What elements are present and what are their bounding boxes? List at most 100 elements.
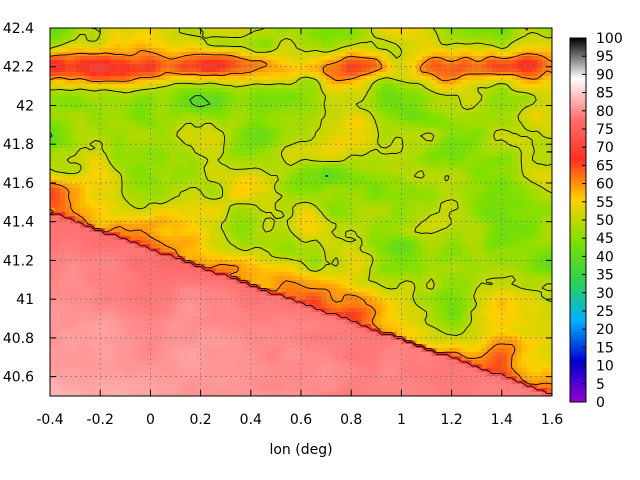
heatmap-cell <box>461 144 468 149</box>
heatmap-cell <box>70 168 76 173</box>
heatmap-cell <box>426 128 433 133</box>
heatmap-cell <box>175 192 182 197</box>
heatmap-cell <box>190 60 197 65</box>
heatmap-cell <box>436 176 443 181</box>
heatmap-cell <box>220 192 227 197</box>
heatmap-cell <box>471 56 478 61</box>
heatmap-cell <box>431 132 438 137</box>
heatmap-cell <box>200 168 207 173</box>
heatmap-cell <box>85 184 91 189</box>
heatmap-cell <box>336 32 342 37</box>
heatmap-cell <box>145 48 151 53</box>
heatmap-cell <box>541 52 548 57</box>
heatmap-cell <box>541 144 548 149</box>
heatmap-cell <box>245 128 252 133</box>
heatmap-cell <box>541 188 548 193</box>
heatmap-cell <box>85 136 91 141</box>
heatmap-cell <box>90 96 96 101</box>
heatmap-cell <box>416 184 423 189</box>
heatmap-cell <box>160 32 167 37</box>
heatmap-cell <box>321 64 327 69</box>
heatmap-cell <box>215 212 222 217</box>
heatmap-cell <box>180 188 187 193</box>
heatmap-cell <box>150 188 157 193</box>
heatmap-cell <box>95 108 101 113</box>
heatmap-cell <box>50 156 56 161</box>
heatmap-cell <box>481 220 488 225</box>
heatmap-cell <box>536 92 543 97</box>
heatmap-cell <box>170 44 177 49</box>
heatmap-cell <box>356 204 362 209</box>
heatmap-cell <box>80 148 86 153</box>
heatmap-cell <box>451 120 458 125</box>
heatmap-cell <box>461 156 468 161</box>
heatmap-cell <box>376 64 382 69</box>
heatmap-cell <box>120 216 126 221</box>
heatmap-cell <box>431 64 438 69</box>
heatmap-cell <box>250 140 257 145</box>
heatmap-cell <box>501 108 508 113</box>
heatmap-cell <box>311 28 317 33</box>
heatmap-cell <box>336 88 342 93</box>
heatmap-cell <box>526 160 533 165</box>
heatmap-cell <box>55 156 61 161</box>
heatmap-cell <box>411 64 418 69</box>
heatmap-cell <box>185 100 192 105</box>
heatmap-cell <box>401 136 408 141</box>
heatmap-cell <box>311 116 317 121</box>
heatmap-cell <box>115 144 121 149</box>
heatmap-cell <box>80 152 86 157</box>
heatmap-cell <box>70 120 76 125</box>
heatmap-cell <box>381 64 387 69</box>
heatmap-cell <box>255 148 262 153</box>
heatmap-cell <box>541 132 548 137</box>
heatmap-cell <box>90 200 96 205</box>
heatmap-cell <box>180 180 187 185</box>
heatmap-cell <box>321 40 327 45</box>
heatmap-cell <box>451 84 458 89</box>
heatmap-cell <box>105 180 111 185</box>
heatmap-cell <box>130 40 136 45</box>
heatmap-cell <box>85 168 91 173</box>
heatmap-cell <box>65 60 71 65</box>
heatmap-cell <box>135 168 141 173</box>
heatmap-cell <box>501 120 508 125</box>
heatmap-cell <box>416 40 423 45</box>
heatmap-cell <box>476 68 483 73</box>
heatmap-cell <box>200 132 207 137</box>
heatmap-cell <box>230 152 237 157</box>
heatmap-cell <box>341 148 347 153</box>
heatmap-cell <box>406 160 413 165</box>
heatmap-cell <box>326 116 332 121</box>
heatmap-cell <box>220 168 227 173</box>
heatmap-cell <box>431 152 438 157</box>
heatmap-cell <box>411 112 418 117</box>
heatmap-cell <box>250 32 257 37</box>
heatmap-cell <box>60 36 66 41</box>
heatmap-cell <box>516 72 523 77</box>
heatmap-cell <box>336 148 342 153</box>
heatmap-cell <box>170 48 177 53</box>
heatmap-cell <box>391 132 397 137</box>
heatmap-cell <box>326 80 332 85</box>
heatmap-cell <box>306 168 312 173</box>
heatmap-cell <box>471 40 478 45</box>
heatmap-cell <box>351 100 357 105</box>
heatmap-cell <box>175 168 182 173</box>
heatmap-cell <box>280 112 287 117</box>
heatmap-cell <box>155 208 162 213</box>
heatmap-cell <box>496 176 503 181</box>
heatmap-cell <box>185 148 192 153</box>
heatmap-cell <box>496 36 503 41</box>
heatmap-cell <box>240 72 247 77</box>
heatmap-cell <box>516 100 523 105</box>
heatmap-cell <box>140 72 146 77</box>
heatmap-cell <box>436 28 443 33</box>
heatmap-cell <box>235 140 242 145</box>
heatmap-cell <box>105 104 111 109</box>
heatmap-cell <box>321 200 327 205</box>
heatmap-cell <box>165 76 172 81</box>
heatmap-cell <box>215 36 222 41</box>
heatmap-cell <box>65 132 71 137</box>
heatmap-cell <box>341 116 347 121</box>
